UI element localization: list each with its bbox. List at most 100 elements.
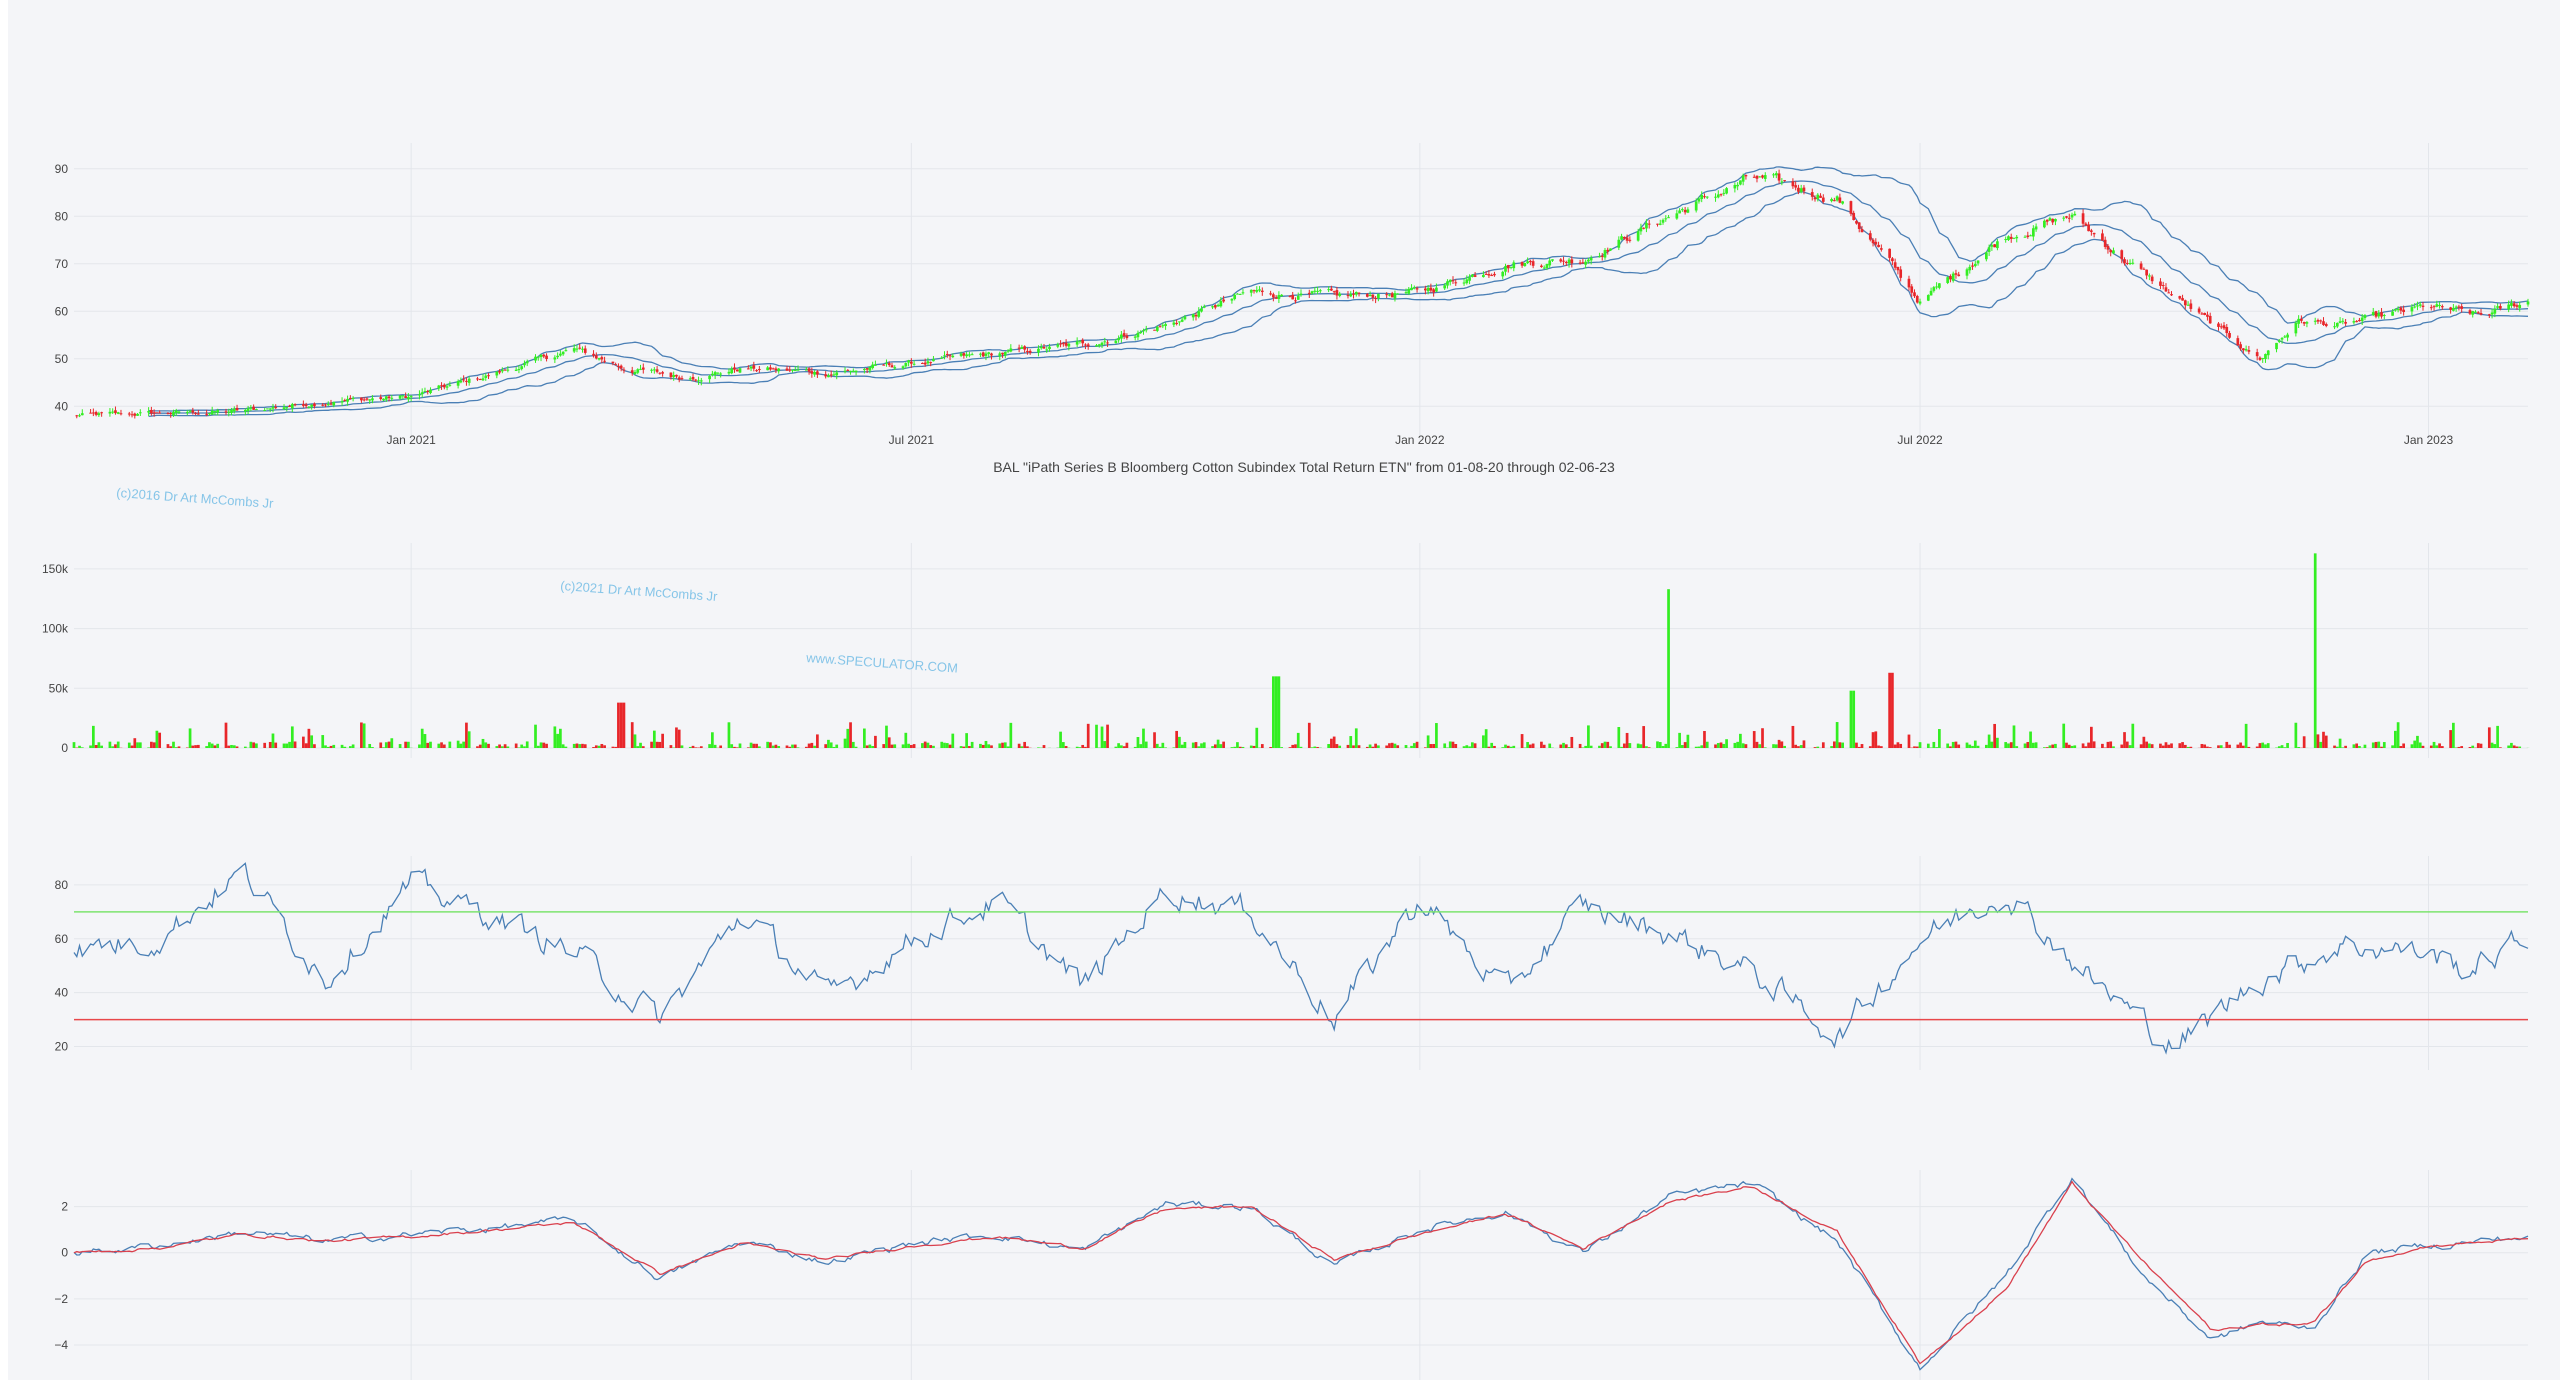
volume-bar [1841, 742, 1845, 748]
candlestick [979, 352, 982, 358]
candle-body [1059, 343, 1062, 345]
candlestick [534, 354, 537, 363]
candle-body [138, 412, 142, 414]
candlestick [1117, 335, 1120, 343]
candle-body [1042, 346, 1046, 349]
candle-body [2120, 250, 2124, 260]
candlestick [1039, 343, 1043, 350]
candlestick [661, 370, 664, 377]
candlestick [1095, 344, 1098, 347]
candle-body [1841, 201, 1845, 204]
candle-body [575, 348, 579, 350]
candle-body [851, 370, 855, 372]
candlestick [2396, 306, 2400, 313]
volume-bar [442, 744, 446, 748]
volume-bar [1636, 743, 1640, 748]
volume-bar [2084, 746, 2088, 748]
volume-bar [1976, 745, 1980, 748]
volume-bar [340, 744, 344, 748]
candlestick [1318, 288, 1322, 293]
candle-body [675, 374, 678, 377]
volume-bar [1722, 743, 1726, 748]
volume-bar [2440, 746, 2444, 748]
candlestick [293, 403, 297, 407]
candle-body [893, 367, 897, 369]
candle-body [456, 381, 460, 386]
candle-body [1161, 325, 1165, 327]
candle-body [1681, 209, 1684, 211]
candlestick [213, 410, 217, 416]
candle-body [1061, 343, 1065, 345]
candle-body [1332, 291, 1336, 293]
volume-bar [1780, 741, 1784, 748]
candlestick [1780, 178, 1784, 186]
volume-bar [2109, 741, 2113, 748]
candle-body [100, 412, 103, 414]
candlestick [1907, 275, 1911, 291]
volume-bar [2487, 727, 2491, 748]
volume-bar [1061, 742, 1065, 748]
volume-bar [2352, 744, 2356, 748]
candle-body [252, 406, 255, 410]
candle-body [923, 362, 927, 365]
volume-bar [1388, 743, 1391, 748]
candle-body [1965, 269, 1969, 276]
volume-bar [133, 738, 137, 748]
candlestick [2023, 235, 2027, 238]
candle-body [600, 357, 604, 360]
volume-bar [213, 745, 217, 748]
volume-bar [2029, 731, 2032, 748]
candle-body [1448, 279, 1452, 282]
volume-bar [1946, 743, 1950, 748]
candlestick [1926, 294, 1930, 302]
volume-bar [553, 726, 557, 748]
candle-body [2106, 245, 2110, 250]
volume-bar [1622, 743, 1626, 748]
volume-bar [1871, 732, 1875, 748]
candle-body [2186, 304, 2190, 306]
volume-bar [1506, 745, 1510, 748]
volume-bar [1949, 746, 1952, 748]
candlestick [75, 414, 79, 419]
candlestick [658, 372, 662, 375]
candlestick [1868, 230, 1872, 242]
volume-bar [91, 725, 95, 748]
candle-body [2164, 287, 2168, 292]
candle-body [384, 396, 388, 400]
candlestick [1622, 236, 1626, 240]
candle-body [1371, 294, 1375, 298]
candlestick [80, 409, 84, 416]
volume-bar [1509, 746, 1513, 748]
volume-bar [1412, 743, 1416, 748]
candle-body [177, 411, 181, 413]
candle-body [542, 354, 546, 357]
volume-bar [1346, 744, 1350, 748]
candlestick [2161, 281, 2165, 290]
candle-body [1802, 187, 1806, 192]
candle-body [495, 371, 499, 376]
candle-body [2261, 358, 2265, 360]
candlestick [500, 367, 504, 374]
candle-body [2460, 306, 2464, 309]
volume-bar [912, 744, 916, 748]
candlestick [1893, 258, 1897, 271]
candle-body [1819, 195, 1822, 198]
candlestick [1540, 264, 1543, 268]
candle-body [929, 362, 933, 364]
volume-bar [766, 741, 769, 748]
volume-bar [542, 742, 546, 748]
candlestick [2360, 313, 2364, 325]
candlestick [769, 364, 772, 371]
volume-bar [2460, 746, 2464, 748]
volume-bar [1656, 741, 1659, 748]
candlestick [1178, 321, 1181, 326]
candle-body [636, 369, 640, 373]
candlestick [929, 361, 933, 367]
volume-bar [321, 735, 325, 748]
candle-body [1529, 260, 1532, 263]
candlestick [138, 409, 142, 417]
candlestick [2305, 321, 2309, 328]
volume-bar [2468, 747, 2472, 748]
candlestick [2460, 303, 2464, 313]
candle-body [1095, 345, 1098, 347]
